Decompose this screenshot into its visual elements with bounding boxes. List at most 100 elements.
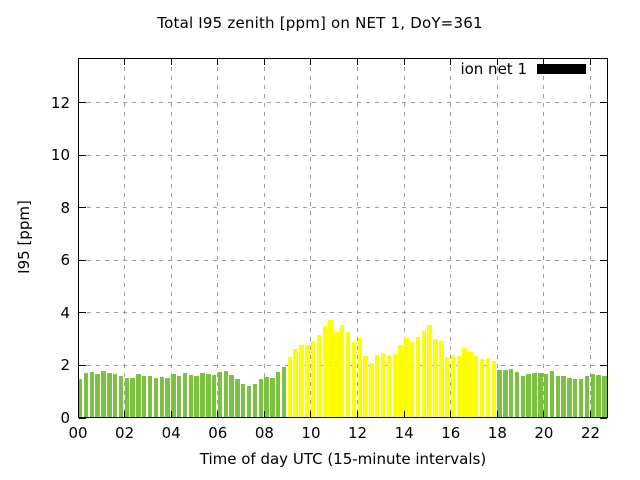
bar: [514, 371, 520, 417]
bar: [130, 378, 135, 417]
bar: [322, 326, 328, 417]
y-tick-left: [79, 207, 86, 208]
bar: [409, 342, 415, 417]
x-tick-label: 12: [348, 424, 368, 442]
x-tick-top: [497, 59, 498, 65]
bar: [264, 377, 269, 417]
bar: [538, 373, 543, 417]
bar: [177, 376, 182, 417]
bar: [281, 367, 287, 417]
bar: [543, 374, 549, 417]
x-tick-bottom: [78, 411, 79, 417]
x-tick-top: [450, 59, 451, 65]
bar: [112, 374, 118, 417]
bar: [508, 369, 514, 417]
legend: ion net 1: [460, 60, 586, 78]
gridline-vertical: [217, 58, 218, 418]
gridline-vertical: [357, 58, 358, 418]
bar: [287, 357, 293, 417]
bar: [223, 371, 228, 417]
y-tick-label: 12: [50, 93, 70, 112]
bar: [491, 361, 496, 417]
gridline-horizontal: [78, 207, 608, 208]
bar: [241, 383, 246, 417]
bar: [549, 371, 555, 417]
bar: [78, 378, 83, 417]
x-tick-bottom: [217, 411, 218, 417]
bar: [590, 374, 595, 417]
bar: [398, 345, 403, 417]
bar: [520, 376, 526, 417]
x-tick-bottom: [543, 411, 544, 417]
bar: [258, 378, 263, 417]
bar: [124, 377, 129, 417]
bar: [107, 372, 112, 417]
x-tick-top: [543, 59, 544, 65]
bar: [165, 377, 170, 417]
y-tick-right: [600, 260, 607, 261]
bar: [334, 331, 339, 417]
bar: [380, 352, 386, 417]
gridline-horizontal: [78, 155, 608, 156]
y-tick-left: [79, 155, 86, 156]
gridline-vertical: [590, 58, 591, 418]
bar: [194, 376, 199, 417]
x-tick-label: 14: [394, 424, 414, 442]
y-tick-label: 6: [60, 251, 70, 270]
bar: [444, 356, 450, 417]
y-tick-left: [79, 312, 86, 313]
y-tick-label: 0: [60, 409, 70, 427]
x-tick-label: 22: [580, 424, 601, 442]
bar: [369, 363, 374, 417]
bar: [596, 375, 601, 417]
bar: [246, 386, 252, 417]
bar: [83, 373, 89, 417]
x-tick-label: 08: [254, 424, 274, 442]
bar: [573, 379, 578, 417]
x-tick-label: 00: [68, 424, 88, 442]
bar: [118, 376, 124, 417]
bar: [392, 353, 397, 417]
bar: [415, 336, 421, 417]
bar: [159, 376, 164, 417]
x-tick-bottom: [124, 411, 125, 417]
bar: [229, 375, 234, 417]
bar: [421, 330, 427, 417]
bar: [357, 337, 362, 417]
y-tick-left: [79, 418, 86, 419]
y-tick-left: [79, 102, 86, 103]
legend-swatch-icon: [537, 64, 586, 74]
x-tick-top: [590, 59, 591, 65]
bar: [101, 371, 106, 417]
bar: [345, 331, 351, 417]
bar: [439, 340, 444, 417]
x-tick-bottom: [264, 411, 265, 417]
y-tick-right: [600, 312, 607, 313]
bar: [578, 378, 584, 417]
bar: [95, 374, 100, 417]
x-tick-bottom: [310, 411, 311, 417]
bar: [462, 348, 467, 417]
x-tick-bottom: [590, 411, 591, 417]
bar: [171, 374, 176, 417]
bar: [503, 370, 508, 417]
bar: [340, 324, 345, 417]
chart-title: Total I95 zenith [ppm] on NET 1, DoY=361: [157, 14, 483, 32]
gridline-horizontal: [78, 312, 608, 313]
gridline-vertical: [543, 58, 544, 418]
bar: [328, 319, 333, 417]
gridline-vertical: [450, 58, 451, 418]
bar: [235, 378, 240, 417]
bar: [363, 356, 368, 417]
y-tick-left: [79, 260, 86, 261]
gridline-vertical: [124, 58, 125, 418]
legend-label: ion net 1: [460, 60, 527, 78]
x-tick-top: [264, 59, 265, 65]
x-tick-top: [404, 59, 405, 65]
y-axis-label: I95 [ppm]: [15, 200, 33, 274]
bar: [293, 348, 298, 417]
y-tick-label: 8: [60, 198, 70, 217]
y-tick-label: 10: [50, 146, 70, 165]
y-tick-right: [600, 418, 607, 419]
bar: [182, 373, 188, 417]
